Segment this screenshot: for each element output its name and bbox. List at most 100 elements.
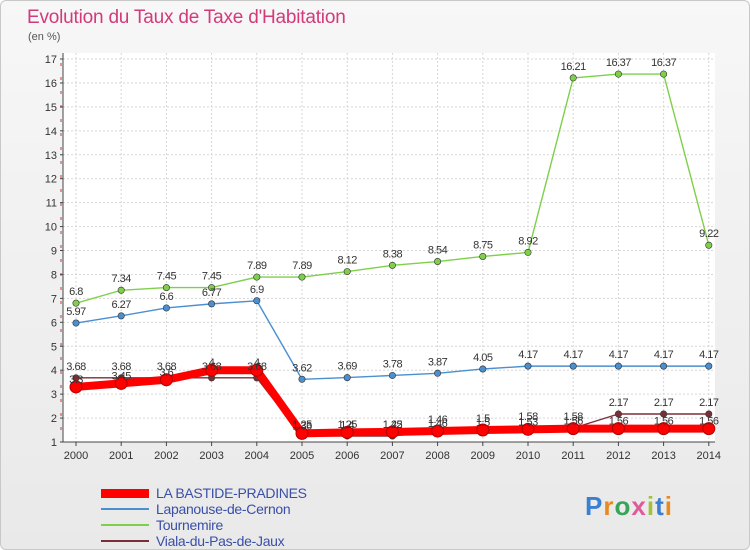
data-label: 3.69 (337, 361, 357, 373)
x-tick-label: 2007 (380, 450, 404, 462)
data-label: 4.17 (654, 349, 674, 361)
proxiti-logo: Proxiti (585, 491, 673, 522)
x-tick-label: 2002 (154, 450, 178, 462)
data-point (162, 304, 170, 312)
series-layer (69, 70, 716, 440)
y-tick-label: 3 (51, 389, 57, 401)
legend-label: Tournemire (156, 517, 224, 533)
data-label: 2.17 (699, 397, 719, 409)
data-point (479, 365, 487, 373)
data-point (343, 268, 351, 276)
logo-letter: o (614, 491, 632, 521)
data-point (660, 362, 668, 370)
data-label: 3.3 (69, 374, 83, 386)
data-label: 7.89 (292, 260, 312, 272)
data-point (702, 422, 716, 436)
data-point (705, 362, 713, 370)
data-label: 6.6 (160, 291, 174, 303)
data-label: 4.17 (609, 349, 629, 361)
data-point (159, 373, 173, 387)
data-point (69, 380, 83, 394)
data-label: 3.45 (111, 370, 131, 382)
data-point (614, 70, 622, 78)
data-point (705, 410, 713, 418)
data-label: 7.34 (111, 273, 131, 285)
data-point (72, 319, 80, 327)
data-point (388, 371, 396, 379)
logo-letter: t (655, 491, 665, 521)
data-label: 1.4 (340, 419, 354, 431)
logo-letter: i (646, 491, 656, 521)
data-label: 8.75 (473, 239, 493, 251)
y-tick-label: 6 (51, 317, 57, 329)
data-label: 4 (209, 357, 215, 369)
data-point (660, 70, 668, 78)
x-tick-label: 2000 (64, 450, 88, 462)
data-point (611, 422, 625, 436)
data-point (705, 241, 713, 249)
data-label: 2.17 (609, 397, 629, 409)
data-point (524, 248, 532, 256)
data-label: 1.46 (428, 414, 448, 426)
data-label: 1.5 (476, 417, 490, 429)
data-point (569, 362, 577, 370)
legend-label: LA BASTIDE-PRADINES (156, 485, 307, 501)
y-tick-label: 5 (51, 341, 57, 353)
data-point (72, 299, 80, 307)
y-tick-label: 11 (46, 198, 57, 210)
data-point (295, 426, 309, 440)
x-tick-label: 2008 (425, 450, 449, 462)
data-point (253, 297, 261, 305)
data-label: 3.68 (247, 361, 267, 373)
x-tick-label: 2004 (245, 450, 269, 462)
data-label: 1.53 (518, 416, 538, 428)
data-point (340, 425, 354, 439)
y-tick-label: 8 (51, 269, 57, 281)
data-label: 6.27 (111, 299, 131, 311)
data-label: 3.68 (111, 361, 131, 373)
data-label: 1.58 (563, 411, 583, 423)
data-label: 8.92 (518, 235, 538, 247)
legend-swatch (101, 488, 149, 498)
chart-title: Evolution du Taux de Taxe d'Habitation (27, 7, 346, 28)
data-point (117, 312, 125, 320)
data-point (569, 74, 577, 82)
data-label: 16.37 (606, 57, 631, 69)
data-label: 3.68 (157, 361, 177, 373)
data-point (434, 369, 442, 377)
y-tick-label: 16 (45, 78, 57, 90)
data-point (205, 363, 219, 377)
data-label: 2.17 (654, 397, 674, 409)
data-point (250, 363, 264, 377)
data-label: 4.17 (699, 349, 719, 361)
legend-label: Lapanouse-de-Cernon (156, 501, 291, 517)
data-label: 1.56 (654, 416, 674, 428)
data-label: 1.58 (518, 411, 538, 423)
data-point (521, 422, 535, 436)
y-tick-label: 4 (51, 365, 57, 377)
data-label: 7.45 (202, 271, 222, 283)
legend-swatch (101, 524, 149, 526)
legend-swatch (101, 540, 149, 542)
data-point (162, 284, 170, 292)
data-label: 3.68 (202, 361, 222, 373)
y-tick-label: 17 (45, 54, 57, 66)
data-label: 1.56 (699, 416, 719, 428)
legend-label: Viala-du-Pas-de-Jaux (156, 533, 285, 549)
x-tick-label: 2006 (335, 450, 359, 462)
data-label: 3.68 (66, 361, 86, 373)
data-label: 9.22 (699, 228, 719, 240)
data-label: 3.87 (428, 356, 448, 368)
data-label: 3.62 (292, 362, 312, 374)
y-unit-label: (en %) (28, 31, 61, 43)
y-tick-label: 1 (51, 437, 57, 449)
data-label: 1.25 (292, 419, 312, 431)
data-label: 1.5 (476, 413, 490, 425)
data-label: 1.46 (428, 418, 448, 430)
data-point (657, 422, 671, 436)
data-label: 6.9 (250, 284, 264, 296)
data-label: 16.37 (651, 57, 676, 69)
data-point (431, 424, 445, 438)
